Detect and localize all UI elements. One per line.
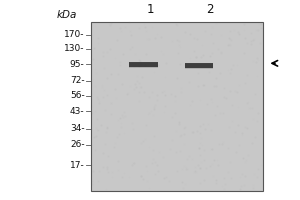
FancyBboxPatch shape xyxy=(185,64,213,69)
FancyBboxPatch shape xyxy=(129,62,158,67)
FancyBboxPatch shape xyxy=(185,63,213,68)
Text: 170-: 170- xyxy=(64,30,85,39)
FancyBboxPatch shape xyxy=(185,63,213,68)
Text: 2: 2 xyxy=(206,3,213,16)
FancyBboxPatch shape xyxy=(129,63,158,68)
Text: 26-: 26- xyxy=(70,140,85,149)
Text: 1: 1 xyxy=(146,3,154,16)
Text: 72-: 72- xyxy=(70,76,85,85)
Text: 43-: 43- xyxy=(70,107,85,116)
FancyBboxPatch shape xyxy=(129,62,158,67)
Text: 130-: 130- xyxy=(64,44,85,53)
Text: kDa: kDa xyxy=(57,10,77,20)
Text: 34-: 34- xyxy=(70,124,85,133)
FancyBboxPatch shape xyxy=(91,22,263,191)
Text: 56-: 56- xyxy=(70,91,85,100)
Text: 95-: 95- xyxy=(70,60,85,69)
Text: 17-: 17- xyxy=(70,161,85,170)
